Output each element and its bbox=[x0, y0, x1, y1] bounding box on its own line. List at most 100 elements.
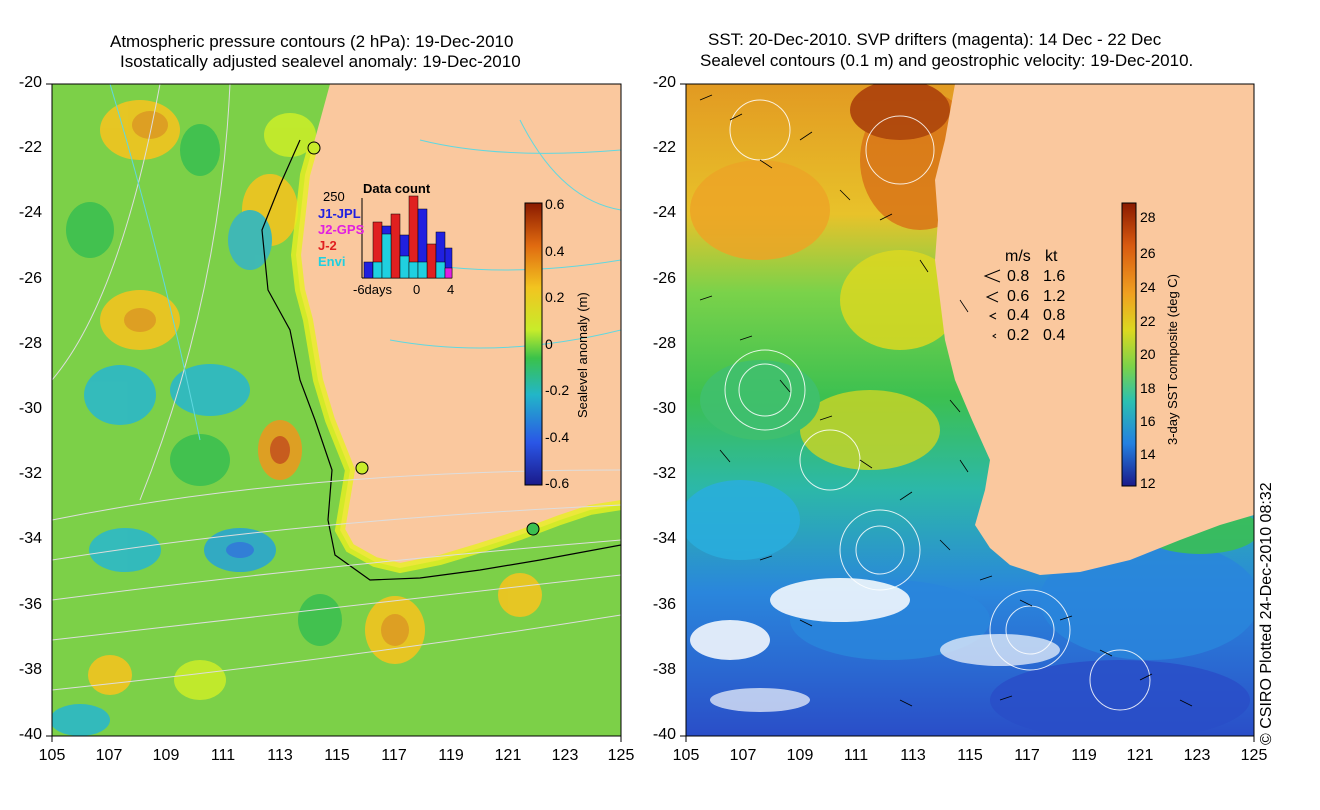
inset-x-label: 0 bbox=[413, 282, 421, 297]
velocity-legend-kt: 1.6 bbox=[1043, 268, 1066, 285]
colorbar-tick: 16 bbox=[1140, 413, 1156, 429]
velocity-legend-ms: 0.8 bbox=[1007, 268, 1030, 285]
inset-x-label: -6days bbox=[353, 282, 393, 297]
colorbar-tick: 14 bbox=[1140, 446, 1156, 462]
colorbar-tick: 0.2 bbox=[545, 289, 565, 305]
x-tick: 117 bbox=[381, 747, 407, 764]
x-tick: 115 bbox=[324, 747, 350, 764]
x-tick: 111 bbox=[210, 747, 236, 764]
right-map bbox=[686, 84, 1254, 736]
colorbar-tick: 26 bbox=[1140, 245, 1156, 261]
colorbar-tick: 20 bbox=[1140, 346, 1156, 362]
y-tick: -38 bbox=[652, 661, 676, 678]
x-tick: 123 bbox=[551, 747, 579, 764]
velocity-legend-kt: 0.8 bbox=[1043, 307, 1066, 324]
left-map-frame bbox=[51, 83, 622, 737]
left-colorbar-label: Sealevel anomaly (m) bbox=[575, 292, 590, 418]
sla-anomaly-blobs bbox=[52, 100, 542, 736]
inset-title: Data count bbox=[363, 181, 431, 196]
y-tick: -22 bbox=[18, 139, 42, 156]
right-title-line2: Sealevel contours (0.1 m) and geostrophi… bbox=[700, 51, 1194, 70]
y-tick: -36 bbox=[652, 596, 676, 613]
x-tick: 125 bbox=[607, 747, 635, 764]
y-tick: -40 bbox=[652, 726, 676, 743]
y-tick: -20 bbox=[18, 74, 42, 91]
pressure-contours bbox=[52, 84, 621, 691]
y-tick: -36 bbox=[18, 596, 42, 613]
colorbar-tick: -0.2 bbox=[545, 382, 570, 398]
x-tick: 111 bbox=[843, 747, 869, 764]
velocity-legend-header-kt: kt bbox=[1045, 248, 1058, 265]
inset-x-label: 4 bbox=[447, 282, 455, 297]
right-australia-land bbox=[935, 84, 1254, 575]
y-tick: -32 bbox=[18, 465, 42, 482]
left-colorbar bbox=[524, 202, 543, 486]
colorbar-tick: 24 bbox=[1140, 279, 1156, 295]
y-tick: -24 bbox=[18, 204, 42, 221]
x-tick: 105 bbox=[38, 747, 66, 764]
velocity-legend-kt: 0.4 bbox=[1043, 327, 1066, 344]
colorbar-tick: 0.6 bbox=[545, 196, 565, 212]
y-tick: -24 bbox=[652, 204, 676, 221]
left-title-line1: Atmospheric pressure contours (2 hPa): 1… bbox=[110, 32, 514, 51]
x-tick: 109 bbox=[786, 747, 814, 764]
y-tick: -38 bbox=[18, 661, 42, 678]
tide-gauge-marker bbox=[307, 141, 321, 155]
axis-tick-marks bbox=[46, 83, 1255, 742]
x-tick: 105 bbox=[672, 747, 700, 764]
data-count-bars bbox=[363, 195, 453, 279]
left-bathymetry-line bbox=[261, 139, 621, 581]
sst-features bbox=[686, 84, 1254, 736]
x-tick: 107 bbox=[95, 747, 123, 764]
colorbar-tick: 12 bbox=[1140, 475, 1156, 491]
x-tick: 117 bbox=[1014, 747, 1040, 764]
y-tick: -26 bbox=[652, 270, 676, 287]
left-title-line2: Isostatically adjusted sealevel anomaly:… bbox=[120, 52, 521, 71]
velocity-legend-ms: 0.2 bbox=[1007, 327, 1030, 344]
x-tick: 119 bbox=[438, 747, 464, 764]
x-tick: 119 bbox=[1071, 747, 1097, 764]
inset-legend-item: J2-GPS bbox=[318, 222, 365, 237]
velocity-legend-header-ms: m/s bbox=[1005, 248, 1031, 265]
y-tick: -26 bbox=[18, 270, 42, 287]
velocity-legend-arrows bbox=[983, 269, 1001, 339]
velocity-legend-ms: 0.4 bbox=[1007, 307, 1030, 324]
colorbar-tick: 0.4 bbox=[545, 243, 565, 259]
tide-gauge-marker bbox=[355, 461, 369, 475]
velocity-legend-ms: 0.6 bbox=[1007, 288, 1030, 305]
inset-legend-item: Envi bbox=[318, 254, 346, 269]
y-tick: -20 bbox=[652, 74, 676, 91]
y-tick: -34 bbox=[18, 530, 42, 547]
right-colorbar-label: 3-day SST composite (deg C) bbox=[1165, 274, 1180, 445]
plot-credit: © CSIRO Plotted 24-Dec-2010 08:32 bbox=[1258, 482, 1275, 745]
colorbar-tick: 0 bbox=[545, 336, 553, 352]
x-tick: 123 bbox=[1183, 747, 1211, 764]
y-tick: -30 bbox=[652, 400, 676, 417]
colorbar-tick: 18 bbox=[1140, 380, 1156, 396]
colorbar-tick: 28 bbox=[1140, 209, 1156, 225]
data-count-inset bbox=[361, 195, 453, 279]
y-tick: -28 bbox=[18, 335, 42, 352]
y-tick: -28 bbox=[652, 335, 676, 352]
left-coastal-shelf bbox=[290, 148, 621, 574]
velocity-arrows bbox=[699, 94, 1193, 707]
y-tick: -40 bbox=[18, 726, 42, 743]
colorbar-tick: -0.4 bbox=[545, 429, 570, 445]
inset-legend-item: J-2 bbox=[318, 238, 337, 253]
x-tick: 121 bbox=[1126, 747, 1154, 764]
x-tick: 121 bbox=[494, 747, 522, 764]
y-tick: -22 bbox=[652, 139, 676, 156]
right-colorbar bbox=[1121, 202, 1137, 487]
x-tick: 125 bbox=[1240, 747, 1268, 764]
colorbar-tick: -0.6 bbox=[545, 475, 570, 491]
inset-legend-item: J1-JPL bbox=[318, 206, 361, 221]
right-title-line1: SST: 20-Dec-2010. SVP drifters (magenta)… bbox=[708, 30, 1162, 49]
right-map-frame bbox=[685, 83, 1255, 737]
x-tick: 113 bbox=[267, 747, 293, 764]
y-tick: -34 bbox=[652, 530, 676, 547]
x-tick: 115 bbox=[957, 747, 983, 764]
y-tick: -30 bbox=[18, 400, 42, 417]
colorbar-tick: 22 bbox=[1140, 313, 1156, 329]
x-tick: 107 bbox=[729, 747, 757, 764]
